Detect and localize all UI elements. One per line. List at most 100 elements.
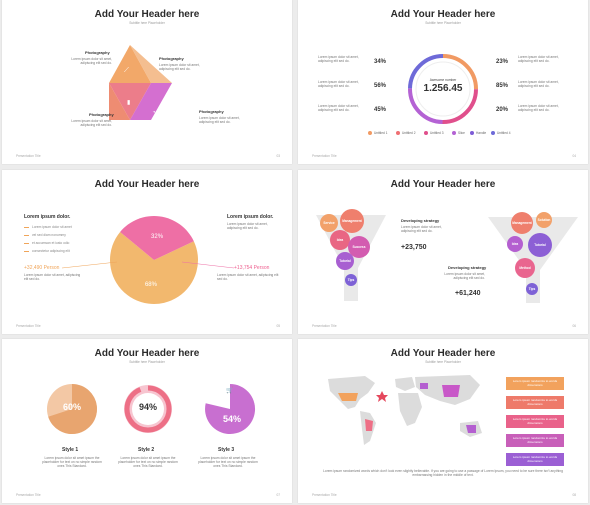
- value-style-1: 60%: [62, 402, 81, 412]
- desc-right-3: Lorem ipsum dolor sit amet, adipiscing e…: [518, 104, 559, 113]
- footer-title: Presentation Title: [16, 324, 41, 328]
- desc-left-3: Lorem ipsum dolor sit amet, adipiscing e…: [318, 104, 359, 113]
- legend-dot: [491, 131, 495, 135]
- trend-icon: ⟋: [124, 67, 129, 74]
- item1-title: Developing strategy: [401, 218, 440, 223]
- slide-header: Add Your Header here: [94, 348, 200, 359]
- center-value: 1.256.45: [423, 83, 463, 94]
- page-number: 03: [276, 154, 280, 158]
- slide-header: Add Your Header here: [390, 179, 496, 190]
- slide-donut-number[interactable]: Add Your Header here Subtitle here Place…: [298, 0, 588, 164]
- legend-dot: [424, 131, 428, 135]
- connector-lines: [61, 261, 235, 269]
- bullet-item: et accumsan et iusto odio: [24, 241, 69, 245]
- percent-left-3: 45%: [374, 107, 387, 113]
- footer-title: Presentation Title: [16, 154, 41, 158]
- item2-value: +61,240: [455, 290, 481, 297]
- pie-chart: 68% 32%: [110, 216, 198, 304]
- slide-subtitle: Subtitle here Placeholder: [425, 21, 461, 25]
- pie-slice: [110, 231, 198, 304]
- bubble-idea: Idea: [507, 236, 523, 252]
- pie-icon: ◔: [152, 110, 156, 116]
- desc-2: Lorem ipsum dolor sit amet, adipiscing e…: [159, 63, 200, 72]
- pie-slice-label: 68%: [145, 282, 158, 288]
- legend-item: Untitled 4: [491, 131, 510, 135]
- value-style-3: 54%: [222, 414, 241, 424]
- bubble-idea: Idea: [330, 230, 350, 250]
- legend-dot: [368, 131, 372, 135]
- slide-header: Add Your Header here: [94, 9, 200, 20]
- desc-left-2: Lorem ipsum dolor sit amet, adipiscing e…: [318, 80, 359, 89]
- item1-desc: Lorem ipsum dolor sit amet, adipiscing e…: [401, 225, 442, 234]
- slide-subtitle: Subtitle here Placeholder: [129, 360, 165, 364]
- legend-item: Untitled 1: [368, 131, 387, 135]
- page-number: 07: [276, 493, 280, 497]
- left-title: Lorem ipsum dolor.: [24, 214, 71, 220]
- desc-3: Lorem ipsum dolor sit amet, adipiscing e…: [71, 119, 112, 128]
- slide-subtitle: Subtitle here Placeholder: [129, 21, 165, 25]
- left-desc: Lorem ipsum dolor sit amet, adipiscing e…: [24, 273, 81, 282]
- bubble-tips: Tips: [345, 274, 357, 286]
- bell-icon: ▲: [173, 94, 179, 100]
- right-title: Lorem ipsum dolor.: [227, 214, 274, 220]
- bubble-management: Management: [340, 209, 364, 233]
- percent-right-1: 23%: [496, 59, 509, 65]
- bubble-method: Method: [515, 258, 535, 278]
- center-label: Awesome number: [429, 78, 457, 82]
- bubble-success: Success: [348, 236, 370, 258]
- style-1-label: Style 1: [62, 447, 79, 453]
- style-3-desc: Lorem ipsum dolor sit amet ipsum the pla…: [198, 456, 258, 469]
- page-number: 04: [572, 154, 576, 158]
- item2-desc: Lorem ipsum dolor sit amet, adipiscing e…: [444, 272, 485, 281]
- bar-item: Lorem ipsum randomize to words dimension…: [506, 396, 564, 409]
- style-2-desc: Lorem ipsum dolor sit amet ipsum the pla…: [118, 456, 178, 469]
- desc-right-2: Lorem ipsum dolor sit amet, adipiscing e…: [518, 80, 559, 89]
- slide-pie-chart[interactable]: Add Your Header here Lorem ipsum dolor. …: [2, 170, 292, 334]
- progress-style-2: [124, 385, 172, 433]
- left-value: +32,490 Person: [24, 265, 60, 271]
- bubble-management: Management: [511, 212, 533, 234]
- world-map: [328, 375, 482, 445]
- desc-right-1: Lorem ipsum dolor sit amet, adipiscing e…: [518, 55, 559, 64]
- bar-item: Lorem ipsum randomize to words dimension…: [506, 434, 564, 447]
- legend-item: Handle: [470, 131, 486, 135]
- bubble-service: Service: [320, 214, 338, 232]
- cart-icon: 🛒: [226, 388, 234, 394]
- right-desc: Lorem ipsum dolor sit amet, adipiscing e…: [217, 273, 279, 282]
- slide-photography[interactable]: Add Your Header here Subtitle here Place…: [2, 0, 292, 164]
- footer-title: Presentation Title: [312, 324, 337, 328]
- progress-style-3: [205, 383, 256, 434]
- page-number: 06: [572, 324, 576, 328]
- bubble-tips: Tips: [526, 283, 538, 295]
- page-number: 08: [572, 493, 576, 497]
- bullet-item: Lorem ipsum dolor sit amet: [24, 225, 72, 229]
- percent-right-3: 20%: [496, 107, 509, 113]
- progress-style-1: [47, 384, 97, 434]
- legend-item: Untitled 2: [396, 131, 415, 135]
- style-2-label: Style 2: [138, 447, 155, 453]
- pie-slice: [120, 216, 194, 260]
- pie-slice-label: 32%: [151, 234, 164, 240]
- desc-4: Lorem ipsum dolor sit amet, adipiscing e…: [199, 116, 240, 125]
- slide-world-map[interactable]: Add Your Header here Subtitle here Place…: [298, 339, 588, 503]
- bubble-tutorial: Tutorial: [336, 252, 354, 270]
- right-desc-top: Lorem ipsum dolor sit amet, adipiscing e…: [227, 222, 268, 231]
- bar-item: Lorem ipsum randomize to words dimension…: [506, 415, 564, 428]
- desc-left-1: Lorem ipsum dolor sit amet, adipiscing e…: [318, 55, 359, 64]
- label-photography-4: Photography: [199, 109, 224, 114]
- value-style-2: 94%: [138, 402, 157, 412]
- bar-item: Lorem ipsum randomize to words dimension…: [506, 377, 564, 390]
- percent-left-1: 34%: [374, 59, 387, 65]
- donut-ring: [408, 54, 478, 124]
- percent-right-2: 85%: [496, 83, 509, 89]
- bubble-solution: Solution: [536, 212, 552, 228]
- footer-title: Presentation Title: [312, 154, 337, 158]
- legend-item: Untitled 3: [424, 131, 443, 135]
- slide-funnel[interactable]: Add Your Header here Service Management …: [298, 170, 588, 334]
- slide-progress-styles[interactable]: Add Your Header here Subtitle here Place…: [2, 339, 292, 503]
- bullet-item: vel sed diam nonummy: [24, 233, 66, 237]
- footer-title: Presentation Title: [16, 493, 41, 497]
- slide-subtitle: Subtitle here Placeholder: [425, 360, 461, 364]
- legend-dot: [452, 131, 456, 135]
- style-3-label: Style 3: [218, 447, 235, 453]
